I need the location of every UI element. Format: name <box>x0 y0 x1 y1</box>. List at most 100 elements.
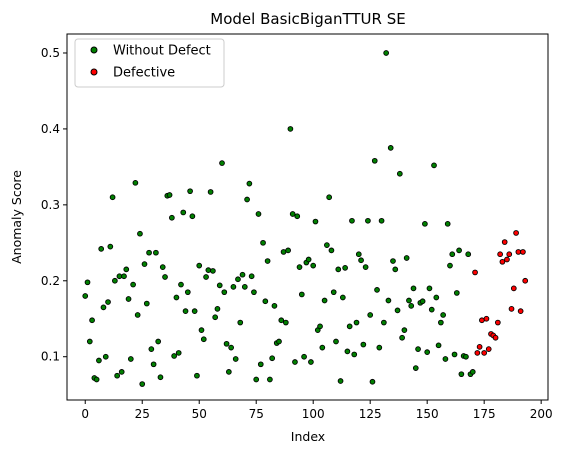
point-without-defect <box>263 299 268 304</box>
point-without-defect <box>393 267 398 272</box>
point-without-defect <box>409 303 414 308</box>
point-without-defect <box>142 262 147 267</box>
point-without-defect <box>240 272 245 277</box>
point-without-defect <box>174 295 179 300</box>
point-without-defect <box>183 309 188 314</box>
point-without-defect <box>135 313 140 318</box>
point-without-defect <box>190 214 195 219</box>
x-tick-label: 150 <box>416 407 439 421</box>
x-tick-label: 50 <box>192 407 207 421</box>
point-without-defect <box>115 373 120 378</box>
point-without-defect <box>432 163 437 168</box>
point-defective <box>495 320 500 325</box>
point-without-defect <box>156 339 161 344</box>
point-without-defect <box>318 324 323 329</box>
point-without-defect <box>352 352 357 357</box>
point-without-defect <box>452 352 457 357</box>
point-without-defect <box>220 161 225 166</box>
point-without-defect <box>402 328 407 333</box>
point-without-defect <box>372 158 377 163</box>
point-without-defect <box>199 328 204 333</box>
point-without-defect <box>206 268 211 273</box>
point-without-defect <box>242 284 247 289</box>
point-without-defect <box>272 303 277 308</box>
y-tick-label: 0.5 <box>41 46 60 60</box>
point-without-defect <box>425 350 430 355</box>
point-without-defect <box>413 366 418 371</box>
point-without-defect <box>434 295 439 300</box>
point-without-defect <box>201 337 206 342</box>
point-without-defect <box>361 342 366 347</box>
point-without-defect <box>436 343 441 348</box>
point-without-defect <box>354 320 359 325</box>
point-without-defect <box>320 345 325 350</box>
point-without-defect <box>311 263 316 268</box>
y-tick-label: 0.4 <box>41 122 60 136</box>
point-without-defect <box>85 280 90 285</box>
point-without-defect <box>172 354 177 359</box>
point-without-defect <box>176 351 181 356</box>
point-without-defect <box>464 354 469 359</box>
point-without-defect <box>454 291 459 296</box>
point-without-defect <box>117 274 122 279</box>
point-without-defect <box>443 357 448 362</box>
point-without-defect <box>124 267 129 272</box>
point-without-defect <box>322 298 327 303</box>
point-without-defect <box>370 379 375 384</box>
point-defective <box>514 231 519 236</box>
point-without-defect <box>338 379 343 384</box>
point-without-defect <box>147 250 152 255</box>
legend-marker-defective <box>91 69 97 75</box>
point-without-defect <box>356 252 361 257</box>
point-without-defect <box>327 195 332 200</box>
legend: Without Defect Defective <box>75 39 224 87</box>
point-without-defect <box>313 219 318 224</box>
point-defective <box>502 240 507 245</box>
point-without-defect <box>192 309 197 314</box>
x-tick-label: 200 <box>530 407 553 421</box>
point-defective <box>475 351 480 356</box>
point-without-defect <box>381 320 386 325</box>
point-without-defect <box>302 354 307 359</box>
point-without-defect <box>384 51 389 56</box>
point-without-defect <box>336 267 341 272</box>
point-without-defect <box>391 259 396 264</box>
point-without-defect <box>299 292 304 297</box>
point-without-defect <box>213 315 218 320</box>
point-without-defect <box>277 339 282 344</box>
point-defective <box>511 286 516 291</box>
point-without-defect <box>133 180 138 185</box>
point-without-defect <box>343 265 348 270</box>
point-without-defect <box>466 252 471 257</box>
point-without-defect <box>290 212 295 217</box>
point-defective <box>521 250 526 255</box>
point-without-defect <box>377 345 382 350</box>
point-without-defect <box>279 318 284 323</box>
point-without-defect <box>169 215 174 220</box>
point-without-defect <box>450 252 455 257</box>
point-without-defect <box>386 298 391 303</box>
point-without-defect <box>217 283 222 288</box>
point-defective <box>518 309 523 314</box>
point-without-defect <box>445 221 450 226</box>
point-without-defect <box>210 269 215 274</box>
point-defective <box>523 278 528 283</box>
legend-label-without-defect: Without Defect <box>113 44 211 59</box>
y-tick-label: 0.1 <box>41 350 60 364</box>
point-without-defect <box>256 212 261 217</box>
point-without-defect <box>126 297 131 302</box>
point-without-defect <box>128 357 133 362</box>
point-without-defect <box>108 244 113 249</box>
point-without-defect <box>281 250 286 255</box>
point-without-defect <box>395 308 400 313</box>
point-defective <box>493 335 498 340</box>
point-defective <box>486 347 491 352</box>
x-tick-label: 0 <box>81 407 89 421</box>
point-without-defect <box>438 320 443 325</box>
point-without-defect <box>411 286 416 291</box>
point-without-defect <box>288 127 293 132</box>
point-without-defect <box>249 274 254 279</box>
point-without-defect <box>99 246 104 251</box>
point-without-defect <box>83 294 88 299</box>
